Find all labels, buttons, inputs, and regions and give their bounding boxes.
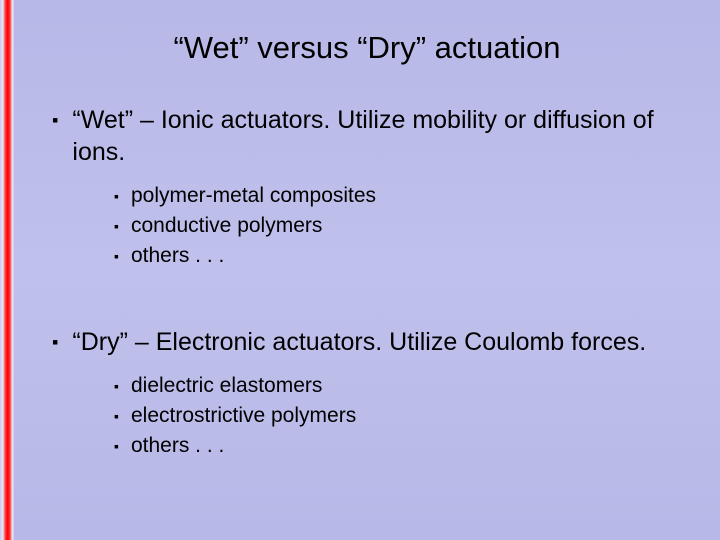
bullet-level2: ▪ dielectric elastomers — [114, 372, 690, 400]
slide: “Wet” versus “Dry” actuation ▪ “Wet” – I… — [0, 0, 720, 540]
bullet-level2: ▪ others . . . — [114, 432, 690, 460]
slide-title: “Wet” versus “Dry” actuation — [14, 0, 720, 86]
slide-body: ▪ “Wet” – Ionic actuators. Utilize mobil… — [14, 104, 720, 460]
bullet-text: electrostrictive polymers — [131, 402, 356, 430]
bullet-text: polymer-metal composites — [131, 182, 376, 210]
sublist: ▪ polymer-metal composites ▪ conductive … — [52, 182, 690, 270]
bullet-level2: ▪ conductive polymers — [114, 212, 690, 240]
left-accent-stripe — [0, 0, 14, 540]
bullet-level2: ▪ others . . . — [114, 242, 690, 270]
spacer — [52, 280, 690, 308]
bullet-level2: ▪ electrostrictive polymers — [114, 402, 690, 430]
sublist: ▪ dielectric elastomers ▪ electrostricti… — [52, 372, 690, 460]
bullet-text: “Wet” – Ionic actuators. Utilize mobilit… — [72, 104, 690, 168]
bullet-marker-icon: ▪ — [114, 372, 119, 400]
bullet-text: others . . . — [131, 432, 224, 460]
bullet-marker-icon: ▪ — [52, 326, 58, 358]
bullet-marker-icon: ▪ — [52, 104, 58, 136]
bullet-level1: ▪ “Wet” – Ionic actuators. Utilize mobil… — [52, 104, 690, 168]
bullet-marker-icon: ▪ — [114, 182, 119, 210]
bullet-text: “Dry” – Electronic actuators. Utilize Co… — [72, 326, 646, 358]
bullet-level2: ▪ polymer-metal composites — [114, 182, 690, 210]
bullet-level1: ▪ “Dry” – Electronic actuators. Utilize … — [52, 326, 690, 358]
bullet-marker-icon: ▪ — [114, 212, 119, 240]
bullet-marker-icon: ▪ — [114, 432, 119, 460]
bullet-marker-icon: ▪ — [114, 402, 119, 430]
slide-content: “Wet” versus “Dry” actuation ▪ “Wet” – I… — [14, 0, 720, 540]
bullet-text: others . . . — [131, 242, 224, 270]
bullet-marker-icon: ▪ — [114, 242, 119, 270]
bullet-text: dielectric elastomers — [131, 372, 322, 400]
bullet-text: conductive polymers — [131, 212, 322, 240]
